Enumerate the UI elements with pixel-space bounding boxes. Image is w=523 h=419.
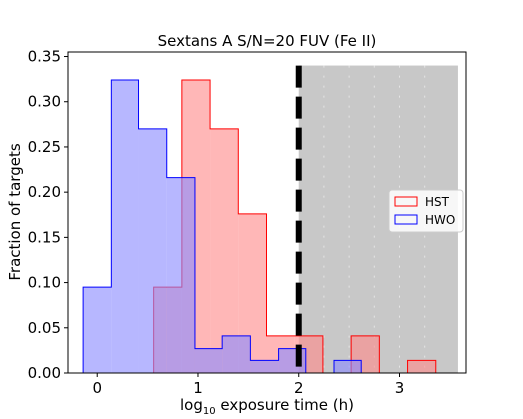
hwo-bar [222, 335, 251, 373]
x-axis-label-subscript: 10 [203, 406, 216, 417]
y-tick-label: 0.10 [28, 274, 61, 292]
y-tick-label: 0.05 [28, 319, 61, 337]
y-axis: 0.00 0.05 0.10 0.15 0.20 0.25 0.30 0.35 [28, 48, 68, 382]
legend-swatch-hwo [394, 214, 418, 225]
hwo-bar [194, 348, 223, 373]
x-tick-label: 3 [395, 379, 405, 397]
x-axis: 0 1 2 3 [92, 373, 404, 397]
legend-swatch-hst [394, 196, 418, 207]
y-tick-label: 0.30 [28, 93, 61, 111]
legend-box [388, 189, 464, 233]
hst-bar [407, 360, 436, 373]
y-tick-label: 0.15 [28, 228, 61, 246]
x-tick-label: 0 [92, 379, 102, 397]
legend-label-hst: HST [425, 195, 450, 209]
y-tick-label: 0.25 [28, 138, 61, 156]
x-tick-label: 2 [294, 379, 304, 397]
x-axis-label: log10 exposure time (h) [180, 396, 354, 417]
y-tick-label: 0.35 [28, 48, 61, 66]
hwo-bar [166, 177, 195, 373]
legend-label-hwo: HWO [425, 213, 455, 227]
hst-outline [153, 79, 464, 374]
hwo-bar [83, 287, 112, 373]
legend: HST HWO [388, 189, 464, 233]
hwo-bar [111, 80, 139, 374]
y-tick-label: 0.20 [28, 183, 61, 201]
hwo-bar [138, 128, 167, 373]
y-tick-label: 0.00 [28, 364, 61, 382]
chart-title: Sextans A S/N=20 FUV (Fe II) [158, 32, 377, 50]
series-hwo [82, 79, 362, 374]
y-axis-label: Fraction of targets [6, 143, 24, 280]
x-axis-label-prefix: log [180, 396, 203, 414]
x-axis-label-suffix: exposure time (h) [216, 396, 354, 414]
plot-frame [67, 51, 467, 374]
x-tick-label: 1 [193, 379, 203, 397]
hwo-bar [250, 360, 279, 373]
hwo-bar [334, 360, 362, 373]
hst-bar [210, 128, 239, 373]
